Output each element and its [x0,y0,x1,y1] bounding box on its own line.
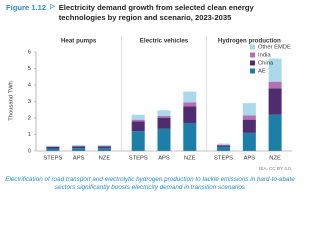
y-axis-label: Thousand TWh [9,81,15,121]
legend-swatch [250,52,255,58]
bar-segment [131,121,145,132]
bar-segment [131,114,145,120]
bar-segment [217,145,231,147]
x-tick-label: STEPS [214,156,233,162]
bar-segment [268,81,282,89]
bar-segment [46,148,60,151]
panel-title: Electric vehicles [140,38,189,45]
bar-segment [157,118,171,129]
bar-segment [242,115,256,120]
bar-segment [72,146,86,149]
bar-segment [242,119,256,133]
bar-segment [183,102,197,107]
legend-swatch [250,44,255,50]
panel-title: Hydrogen production [218,38,281,45]
y-tick-label: 2 [28,116,31,122]
page: {"chart_data": {"type": "bar", "stacked"… [5,3,296,192]
bar-segment [242,132,256,151]
bar-segment [97,145,111,147]
y-tick-label: 4 [28,83,32,89]
bar-segment [217,143,231,145]
x-tick-label: STEPS [129,156,148,162]
x-tick-label: NZE [99,156,111,162]
bar-segment [157,116,171,118]
legend-swatch [250,68,255,74]
bar-segment [157,110,171,117]
x-tick-label: APS [158,156,170,162]
x-tick-label: APS [244,156,256,162]
chart: Thousand TWh IEA. CC BY 4.0. 0 1 2 3 4 5 6 Heat… [9,36,292,171]
chart-title: Electricity demand growth from selected … [58,3,254,22]
bar-segment [268,58,282,82]
figure-label: Figure 1.12 [6,3,47,12]
bar-segment [183,91,197,103]
bar-segment [131,131,145,151]
bar-segment [242,103,256,116]
y-tick-label: 6 [28,50,31,56]
bar-segment [183,122,197,151]
x-tick-label: NZE [184,156,196,162]
bar-segment [46,145,60,147]
bar-segment [268,88,282,115]
bar-segment [46,146,60,149]
bar-segment [97,146,111,149]
bar-segment [183,106,197,123]
y-tick-label: 1 [28,132,31,138]
legend-label: India [258,53,271,59]
legend-label: China [258,61,274,67]
bar-segment [268,114,282,151]
x-tick-label: APS [73,156,85,162]
x-tick-label: STEPS [43,156,62,162]
bar-segment [97,148,111,151]
bar-segment [72,148,86,151]
x-tick-label: NZE [269,156,281,162]
legend-swatch [250,60,255,66]
bar-segment [217,146,231,151]
bar-segment [157,128,171,151]
y-tick-label: 5 [28,66,31,72]
source: IEA. CC BY 4.0. [259,166,292,171]
legend-label: AE [258,69,266,75]
caption: Electrification of road transport and el… [5,176,295,192]
triangle-icon: ▷ [50,4,55,10]
header: Figure 1.12 ▷ Electricity demand growth … [6,3,296,22]
legend-label: Other EMDE [258,45,291,51]
bar-segment [72,145,86,147]
bar-segment [131,119,145,122]
panel-title: Heat pumps [61,38,97,45]
y-tick-label: 0 [28,149,31,155]
y-tick-label: 3 [28,99,31,105]
